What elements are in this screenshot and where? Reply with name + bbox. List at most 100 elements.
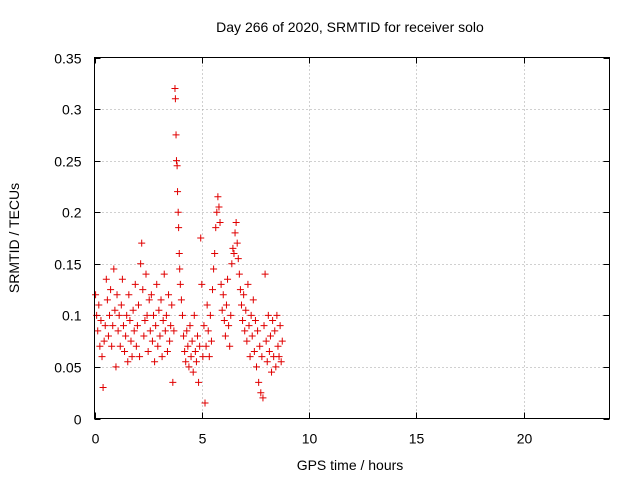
data-point bbox=[186, 322, 194, 330]
data-point bbox=[113, 291, 121, 299]
data-point bbox=[151, 358, 159, 366]
data-point bbox=[106, 311, 114, 319]
data-point bbox=[147, 291, 155, 299]
data-point bbox=[125, 291, 133, 299]
data-point bbox=[215, 203, 223, 211]
data-point bbox=[266, 332, 274, 340]
data-point bbox=[254, 327, 262, 335]
data-point bbox=[209, 286, 217, 294]
data-point bbox=[162, 311, 170, 319]
data-point bbox=[180, 332, 188, 340]
data-point bbox=[199, 353, 207, 361]
data-point bbox=[173, 162, 181, 170]
data-point bbox=[278, 337, 286, 345]
data-point bbox=[234, 255, 242, 263]
data-point bbox=[195, 378, 203, 386]
chart-title: Day 266 of 2020, SRMTID for receiver sol… bbox=[216, 19, 484, 35]
data-point bbox=[211, 249, 219, 257]
data-point bbox=[127, 337, 135, 345]
data-point bbox=[197, 234, 205, 242]
data-point bbox=[155, 306, 163, 314]
data-point bbox=[201, 399, 209, 407]
data-point bbox=[243, 337, 251, 345]
y-tick-label: 0.35 bbox=[54, 51, 81, 67]
data-points bbox=[92, 84, 286, 407]
data-point bbox=[177, 296, 185, 304]
data-point bbox=[190, 311, 198, 319]
data-point bbox=[130, 327, 138, 335]
data-point bbox=[168, 301, 176, 309]
data-point bbox=[139, 286, 147, 294]
data-point bbox=[264, 311, 272, 319]
data-point bbox=[276, 322, 284, 330]
data-point bbox=[249, 296, 257, 304]
data-point bbox=[114, 327, 122, 335]
data-point bbox=[95, 301, 103, 309]
data-point bbox=[94, 327, 102, 335]
data-point bbox=[256, 342, 264, 350]
data-point bbox=[227, 311, 235, 319]
data-point bbox=[163, 347, 171, 355]
data-point bbox=[99, 384, 107, 392]
data-point bbox=[143, 311, 151, 319]
data-point bbox=[233, 239, 241, 247]
data-point bbox=[274, 342, 282, 350]
data-point bbox=[216, 219, 224, 227]
data-point bbox=[148, 337, 156, 345]
data-point bbox=[200, 322, 208, 330]
data-point bbox=[188, 337, 196, 345]
data-point bbox=[225, 322, 233, 330]
data-point bbox=[232, 219, 240, 227]
data-point bbox=[92, 291, 100, 299]
data-point bbox=[121, 347, 129, 355]
data-point bbox=[104, 332, 112, 340]
data-point bbox=[236, 286, 244, 294]
data-point bbox=[156, 332, 164, 340]
x-tick-label: 0 bbox=[92, 431, 100, 447]
data-point bbox=[175, 224, 183, 232]
data-point bbox=[247, 311, 255, 319]
y-tick-label: 0.15 bbox=[54, 257, 81, 273]
data-point bbox=[183, 327, 191, 335]
data-point bbox=[198, 280, 206, 288]
data-point bbox=[222, 301, 230, 309]
data-point bbox=[131, 280, 139, 288]
data-point bbox=[137, 260, 145, 268]
data-point bbox=[146, 327, 154, 335]
x-tick-label: 10 bbox=[302, 431, 318, 447]
data-point bbox=[182, 358, 190, 366]
data-point bbox=[110, 265, 118, 273]
data-point bbox=[136, 353, 144, 361]
data-point bbox=[258, 353, 266, 361]
data-point bbox=[213, 208, 221, 216]
data-point bbox=[194, 332, 201, 340]
data-point bbox=[181, 347, 189, 355]
data-point bbox=[122, 332, 130, 340]
data-point bbox=[230, 249, 238, 257]
data-point bbox=[263, 358, 271, 366]
data-point bbox=[261, 270, 269, 278]
data-point bbox=[153, 280, 161, 288]
data-point bbox=[192, 358, 200, 366]
data-point bbox=[161, 327, 169, 335]
data-point bbox=[269, 317, 277, 325]
data-point bbox=[244, 280, 252, 288]
data-point bbox=[219, 291, 227, 299]
data-point bbox=[171, 95, 179, 103]
data-point bbox=[172, 157, 180, 165]
data-point bbox=[166, 337, 174, 345]
data-point bbox=[242, 306, 250, 314]
data-point bbox=[165, 291, 173, 299]
data-point bbox=[138, 239, 146, 247]
data-point bbox=[101, 322, 109, 330]
x-tick-label: 5 bbox=[199, 431, 207, 447]
data-point bbox=[178, 311, 186, 319]
data-point bbox=[119, 322, 127, 330]
y-tick-label: 0 bbox=[74, 412, 82, 428]
data-point bbox=[220, 317, 228, 325]
data-point bbox=[144, 347, 152, 355]
data-point bbox=[157, 296, 165, 304]
data-point bbox=[259, 394, 267, 402]
data-point bbox=[189, 368, 197, 376]
